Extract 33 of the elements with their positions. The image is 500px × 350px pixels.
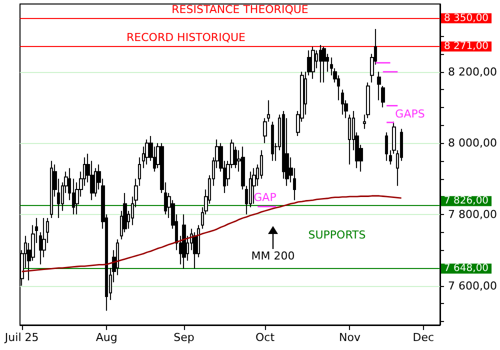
y-tick-label: 8 200,00 <box>448 65 497 78</box>
candlestick <box>319 44 322 83</box>
ref-line-label: 8 350,00 <box>444 12 489 24</box>
candlestick <box>182 214 186 270</box>
x-tick-label: Nov <box>339 331 361 344</box>
ref-line-label: 8 271,00 <box>444 40 489 52</box>
ref-line-label: 7 648,00 <box>444 263 489 274</box>
candlestick <box>348 114 351 165</box>
x-tick-label: Oct <box>255 331 276 344</box>
candlestick <box>381 86 385 108</box>
candlestick <box>145 139 149 165</box>
x-tick-label: Juil 25 <box>4 331 39 344</box>
candlestick <box>385 132 388 162</box>
annotation: RECORD HISTORIQUE <box>126 30 246 44</box>
ref-line-label: 7 826,00 <box>444 196 489 207</box>
y-tick-label: 7 800,00 <box>448 208 497 221</box>
candlestick <box>377 71 381 101</box>
x-tick-label: Dec <box>412 331 434 344</box>
annotation: RESISTANCE THEORIQUE <box>172 2 308 16</box>
candlestick <box>311 46 315 80</box>
y-tick-label: 8 000,00 <box>448 136 497 150</box>
annotation: GAP <box>254 191 277 204</box>
candlestick <box>252 168 256 204</box>
candlestick <box>322 46 326 83</box>
candlestick <box>271 121 274 162</box>
candlestick <box>341 89 344 116</box>
annotation: MM 200 <box>251 250 295 262</box>
candlestick <box>50 160 53 218</box>
x-tick-label: Sep <box>174 331 194 344</box>
annotation: GAPS <box>395 108 425 120</box>
y-tick-label: 7 600,00 <box>448 279 497 292</box>
x-tick-label: Aug <box>96 331 118 344</box>
annotation: SUPPORTS <box>308 228 366 242</box>
